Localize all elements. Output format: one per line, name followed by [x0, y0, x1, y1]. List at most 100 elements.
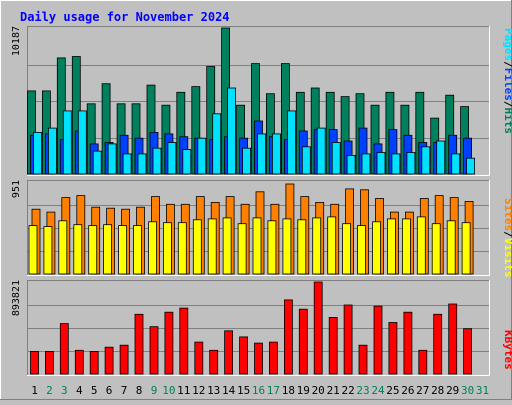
x-tick-label: 8	[136, 384, 143, 397]
x-tick-label: 2	[46, 384, 53, 397]
bar-visits-day-8	[133, 225, 142, 275]
bar-kbytes-day-1	[30, 350, 39, 375]
x-tick-label: 10	[162, 384, 175, 397]
x-tick-label: 12	[192, 384, 205, 397]
bar-kbytes-day-18	[283, 299, 293, 375]
bar-pages-day-26	[406, 152, 416, 175]
bar-visits-day-10	[162, 222, 172, 275]
bar-visits-day-14	[222, 217, 232, 275]
x-tick-label: 23	[356, 384, 369, 397]
x-tick-label: 1	[31, 384, 38, 397]
bar-kbytes-day-7	[119, 344, 129, 375]
bar-visits-day-2	[43, 226, 53, 275]
bar-visits-day-28	[431, 223, 441, 275]
bar-pages-day-13	[212, 113, 222, 175]
x-tick-label: 16	[252, 384, 265, 397]
panel-1: 10187	[11, 26, 490, 176]
bar-pages-day-3	[62, 110, 72, 175]
bar-visits-day-22	[342, 223, 352, 275]
bar-kbytes-day-20	[313, 281, 323, 375]
legend-kbytes: KBytes	[502, 330, 512, 370]
x-tick-label: 6	[106, 384, 113, 397]
y-max-label: 893821	[11, 280, 22, 316]
chart-panels: 10187 951 893821	[11, 26, 490, 376]
bar-kbytes-day-22	[343, 304, 353, 375]
bar-kbytes-day-26	[403, 311, 413, 375]
bar-visits-day-7	[118, 225, 127, 275]
bar-kbytes-day-16	[254, 342, 263, 375]
bar-kbytes-day-4	[74, 349, 84, 375]
bar-pages-day-19	[301, 146, 311, 175]
bar-pages-day-22	[346, 154, 356, 175]
bar-pages-day-15	[242, 147, 252, 175]
bar-visits-day-20	[312, 217, 322, 275]
bar-kbytes-day-13	[209, 349, 219, 375]
bar-visits-day-13	[207, 218, 217, 275]
bar-pages-day-17	[271, 133, 281, 175]
x-tick-label: 11	[177, 384, 190, 397]
chart-title: Daily usage for November 2024	[20, 10, 230, 24]
bar-visits-day-17	[267, 220, 277, 275]
bar-visits-day-19	[297, 219, 307, 275]
bar-kbytes-day-17	[268, 341, 278, 375]
bar-visits-day-27	[416, 216, 426, 275]
bar-pages-day-16	[257, 133, 266, 175]
x-tick-label: 13	[207, 384, 220, 397]
bar-pages-day-30	[466, 157, 476, 175]
bar-pages-day-5	[92, 150, 102, 175]
bar-kbytes-day-27	[418, 349, 428, 375]
panel-2: 951	[11, 180, 490, 276]
x-tick-label: 14	[222, 384, 236, 397]
bar-pages-day-11	[182, 149, 192, 175]
bar-kbytes-day-3	[59, 323, 69, 375]
bar-pages-day-8	[137, 153, 147, 175]
bar-visits-day-3	[58, 220, 68, 275]
bar-pages-day-20	[316, 127, 326, 175]
bar-kbytes-day-5	[89, 350, 99, 375]
x-tick-label: 5	[91, 384, 98, 397]
x-tick-label: 28	[431, 384, 444, 397]
legends: Pages/Files/Hits Sites/Visits KBytes	[502, 28, 512, 370]
bar-visits-day-24	[372, 221, 381, 275]
bar-kbytes-day-23	[358, 344, 368, 375]
bar-kbytes-day-9	[149, 326, 159, 375]
x-tick-label: 7	[121, 384, 128, 397]
bar-pages-day-29	[451, 153, 461, 175]
bar-visits-day-4	[73, 224, 83, 275]
bar-visits-day-26	[401, 218, 411, 275]
bar-kbytes-day-29	[448, 303, 458, 375]
bar-visits-day-25	[386, 218, 396, 275]
bar-visits-day-12	[192, 219, 202, 275]
bar-pages-day-14	[227, 87, 237, 175]
x-tick-label: 22	[341, 384, 354, 397]
bar-visits-day-5	[88, 225, 98, 275]
x-tick-label: 3	[61, 384, 68, 397]
bar-visits-day-21	[327, 216, 337, 275]
x-tick-label: 20	[312, 384, 325, 397]
x-tick-label: 15	[237, 384, 250, 397]
bar-pages-day-27	[421, 146, 431, 175]
bar-pages-day-10	[167, 142, 177, 175]
bar-visits-day-30	[461, 222, 471, 275]
x-tick-label: 24	[371, 384, 385, 397]
bar-kbytes-day-11	[179, 307, 189, 375]
x-tick-label: 29	[446, 384, 459, 397]
bar-pages-day-6	[107, 143, 117, 175]
bar-kbytes-day-19	[298, 308, 308, 375]
x-tick-label: 18	[282, 384, 295, 397]
legend-visits-sites: Sites/Visits	[502, 198, 512, 278]
bar-kbytes-day-15	[239, 336, 249, 375]
bar-pages-day-18	[286, 110, 296, 175]
y-max-label: 951	[11, 180, 22, 198]
x-tick-label: 30	[461, 384, 474, 397]
bar-pages-day-4	[77, 110, 87, 175]
bar-pages-day-25	[391, 153, 401, 175]
bar-kbytes-day-24	[373, 305, 383, 375]
x-tick-label: 4	[76, 384, 83, 397]
bar-visits-day-9	[148, 221, 157, 275]
bar-visits-day-23	[357, 225, 366, 275]
bar-visits-day-18	[282, 218, 292, 275]
bar-kbytes-day-14	[224, 330, 234, 375]
bar-visits-day-15	[237, 223, 247, 275]
